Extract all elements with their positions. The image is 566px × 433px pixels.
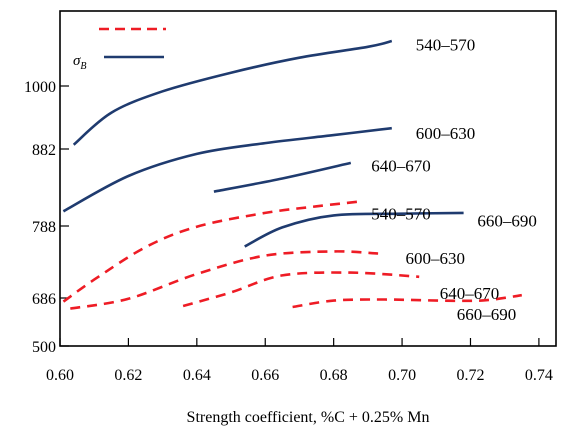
series-line-solid-640-670	[213, 161, 352, 193]
curve-label: 640–670	[440, 284, 500, 303]
curve-label: 660–690	[457, 305, 517, 324]
curve-label: 600–630	[405, 249, 465, 268]
series-line-dashed-540-570	[62, 200, 362, 303]
x-tick-label: 0.66	[251, 367, 279, 384]
y-tick-label: 882	[32, 142, 56, 159]
annotation-layer: 540–570 600–630 640–670 540–570 660–690 600–6…	[371, 35, 537, 324]
y-tick-label: 500	[32, 339, 56, 356]
x-tick-label: 0.68	[320, 367, 348, 384]
x-tick-label: 0.70	[388, 367, 416, 384]
series-line-solid-540-570	[72, 39, 393, 146]
curve-label: 660–690	[477, 211, 536, 230]
x-tick-label: 0.64	[183, 367, 211, 384]
legend: σB	[73, 27, 166, 72]
y-tick-label: 686	[32, 291, 56, 308]
series-line-dashed-600-630	[70, 250, 379, 310]
series-line-solid-600-630	[62, 126, 392, 213]
plot-frame	[59, 10, 557, 347]
curve-label: 600–630	[416, 124, 476, 143]
y-axis: 500 686 788 882 1000	[24, 79, 69, 356]
curve-label: 540–570	[371, 205, 431, 224]
curve-label: 640–670	[371, 156, 431, 175]
x-tick-label: 0.72	[456, 367, 484, 384]
series-line-dashed-640-670	[182, 271, 420, 308]
x-axis: 0.60 0.62 0.64 0.66 0.68 0.70 0.72 0.74	[46, 338, 553, 384]
y-tick-label: 1000	[24, 79, 56, 96]
curve-label: 540–570	[416, 35, 476, 54]
y-tick-label: 788	[32, 219, 56, 236]
x-tick-label: 0.74	[525, 367, 553, 384]
series-line-solid-660-690	[244, 211, 464, 248]
x-axis-label: Strength coefficient, %C + 0.25% Mn	[187, 409, 430, 426]
series-layer	[62, 39, 522, 310]
series-line-dashed-660-690	[292, 293, 522, 309]
legend-sigma-label: σB	[73, 53, 87, 72]
x-tick-label: 0.62	[114, 367, 142, 384]
x-tick-label: 0.60	[46, 367, 74, 384]
